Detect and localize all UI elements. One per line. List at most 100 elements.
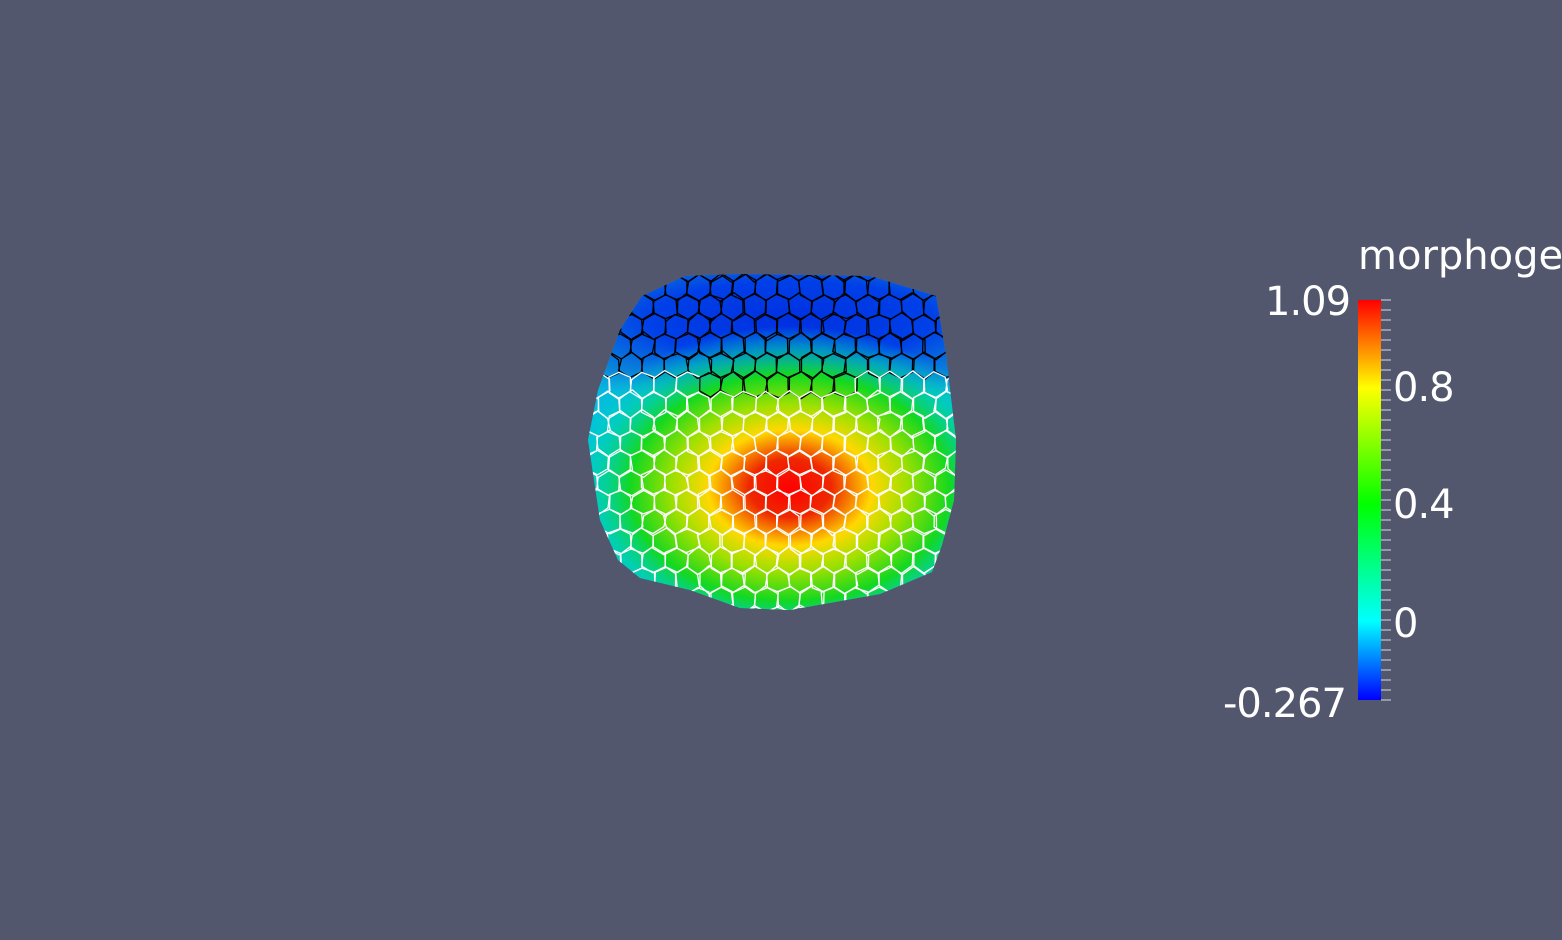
cell [697, 487, 723, 517]
cell [629, 274, 655, 282]
cell [588, 469, 599, 496]
cell [764, 411, 790, 438]
cell [822, 506, 847, 537]
cell [588, 567, 610, 594]
cell [588, 449, 610, 476]
cell [888, 585, 914, 610]
tissue-surface [563, 274, 982, 632]
cell [588, 604, 611, 610]
cell [933, 508, 956, 535]
cell [588, 566, 589, 594]
cell [958, 509, 981, 534]
cell [588, 507, 600, 535]
cell [922, 449, 949, 476]
cell [810, 527, 836, 556]
cell [640, 586, 666, 610]
cell [629, 604, 655, 610]
cell [606, 291, 633, 320]
cell [958, 585, 979, 611]
cell [957, 314, 982, 341]
cell [922, 274, 948, 281]
cell [588, 291, 610, 323]
cell [888, 352, 914, 379]
cell [588, 314, 600, 341]
cell [901, 606, 925, 610]
cell [607, 274, 634, 282]
cell [588, 274, 600, 302]
cell [944, 566, 956, 594]
cell [563, 293, 587, 320]
cell [933, 274, 956, 302]
cell [708, 508, 735, 536]
cell [719, 488, 745, 517]
cell [775, 389, 802, 419]
cell [855, 448, 879, 477]
cell [663, 586, 688, 610]
cell [607, 566, 632, 593]
cell [664, 546, 689, 574]
cell [809, 274, 835, 282]
cell [764, 330, 789, 360]
cell [719, 567, 746, 594]
cell [629, 331, 656, 361]
cell [946, 333, 956, 360]
cell [957, 391, 980, 419]
cell [945, 605, 956, 610]
cell [877, 526, 903, 557]
cell [764, 604, 791, 610]
cell [719, 603, 746, 610]
cell [944, 487, 956, 516]
cell [789, 528, 814, 556]
cell [754, 585, 780, 610]
cell [618, 274, 645, 301]
cell [742, 369, 769, 398]
cell [933, 584, 956, 610]
cell [912, 584, 938, 610]
cell [588, 351, 598, 381]
cell [945, 274, 956, 283]
colorbar-tick-label-0-8: 0.8 [1393, 365, 1455, 411]
cell [921, 410, 949, 438]
cell [588, 331, 611, 361]
cell [686, 430, 711, 457]
cell [619, 312, 644, 341]
cell [944, 528, 956, 556]
cell [764, 274, 791, 281]
cell [618, 587, 643, 610]
cell [901, 410, 926, 439]
cell [697, 294, 724, 323]
cell [775, 545, 802, 576]
cell [900, 274, 927, 282]
cell [854, 606, 881, 610]
cell [730, 469, 757, 496]
cell [889, 429, 915, 457]
cell [563, 607, 587, 632]
cell [652, 606, 679, 610]
cell [798, 548, 824, 574]
cell [947, 448, 956, 479]
cell [698, 605, 724, 610]
cell [946, 410, 956, 438]
cell [890, 547, 914, 575]
cell [696, 331, 723, 359]
cell [957, 547, 980, 574]
cell [588, 488, 611, 517]
cell [878, 274, 904, 283]
cell [563, 371, 587, 399]
cell [629, 408, 657, 439]
cell [843, 428, 870, 458]
cell [640, 390, 667, 420]
cell [674, 448, 700, 476]
cell [832, 605, 859, 610]
cell [654, 333, 677, 361]
cell [652, 294, 679, 320]
cell [922, 604, 948, 610]
cell [832, 565, 859, 595]
cell [597, 311, 622, 340]
cell [958, 470, 982, 496]
cell [588, 274, 610, 281]
cell [563, 529, 586, 553]
cell [945, 292, 956, 320]
cell [607, 604, 632, 610]
